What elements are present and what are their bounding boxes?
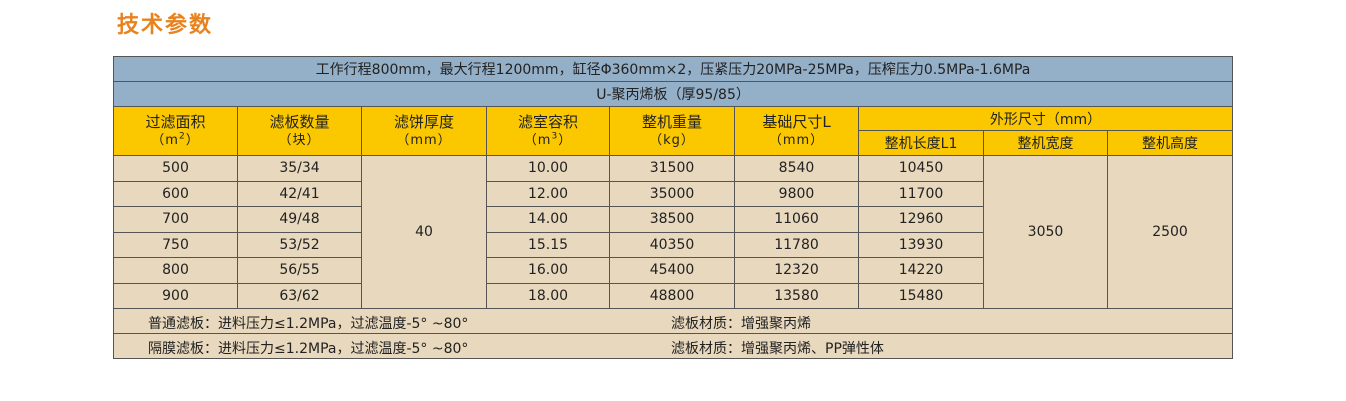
banner-row-2: U-聚丙烯板（厚95/85） [112,81,1234,107]
cell-area: 900 [113,282,238,309]
cell-plates: 35/34 [237,155,362,182]
header-machine-width: 整机宽度 [983,130,1108,156]
cell-plates: 42/41 [237,180,362,207]
table-row: 800 56/55 16.00 45400 12320 14220 [113,257,1233,284]
cell-weight: 31500 [609,155,735,182]
header-base-size: 基础尺寸L （mm） [734,106,859,156]
cell-width: 3050 [983,155,1108,309]
table-row: 750 53/52 15.15 40350 11780 13930 [113,231,1233,258]
note-row-standard-plate: 普通滤板：进料压力≤1.2MPa，过滤温度-5° ~80° 滤板材质：增强聚丙烯 [112,308,1234,334]
cell-base: 8540 [734,155,859,182]
table-row: 900 63/62 18.00 48800 13580 15480 [113,282,1233,309]
cell-weight: 48800 [609,282,735,309]
banner-row-1: 工作行程800mm，最大行程1200mm，缸径Φ360mm×2，压紧压力20MP… [112,56,1234,82]
cell-thickness: 40 [361,155,487,309]
header-machine-height: 整机高度 [1106,130,1234,156]
cell-base: 13580 [734,282,859,309]
header-machine-weight: 整机重量 （kg） [609,106,735,156]
cell-base: 11780 [734,231,859,258]
cell-weight: 38500 [609,206,735,233]
cell-plates: 53/52 [237,231,362,258]
note-membrane-conditions: 隔膜滤板：进料压力≤1.2MPa，过滤温度-5° ~80° [148,341,469,357]
note-row-membrane-plate: 隔膜滤板：进料压力≤1.2MPa，过滤温度-5° ~80° 滤板材质：增强聚丙烯… [112,333,1234,359]
cell-base: 12320 [734,257,859,284]
header-cake-thickness: 滤饼厚度 （mm） [361,106,487,156]
cell-volume: 18.00 [486,282,610,309]
cell-volume: 14.00 [486,206,610,233]
cell-weight: 40350 [609,231,735,258]
cell-length: 11700 [858,180,984,207]
cell-volume: 12.00 [486,180,610,207]
cell-height: 2500 [1106,155,1234,309]
cell-area: 800 [113,257,238,284]
table-row: 500 35/34 40 10.00 31500 8540 10450 3050… [113,155,1234,309]
cell-area: 700 [113,206,238,233]
header-chamber-volume: 滤室容积 （m3） [486,106,610,156]
cell-area: 750 [113,231,238,258]
cell-length: 12960 [858,206,984,233]
cell-weight: 35000 [609,180,735,207]
cell-base: 9800 [734,180,859,207]
cell-weight: 45400 [609,257,735,284]
header-row-2: 整机长度L1 整机宽度 整机高度 [114,130,1234,156]
cell-plates: 63/62 [237,282,362,309]
section-heading: 技术参数 [117,13,214,38]
cell-length: 13930 [858,231,984,258]
cell-base: 11060 [734,206,859,233]
table-row: 600 42/41 12.00 35000 9800 11700 [113,180,1233,207]
table-row: 700 49/48 14.00 38500 11060 12960 [113,206,1233,233]
cell-area: 500 [113,155,238,182]
note-standard-material: 滤板材质：增强聚丙烯 [671,316,811,332]
cell-plates: 56/55 [237,257,362,284]
header-plate-count: 滤板数量 （块） [237,106,362,156]
cell-plates: 49/48 [237,206,362,233]
cell-volume: 10.00 [486,155,610,182]
header-machine-length: 整机长度L1 [858,130,984,156]
banner-spec-text: 工作行程800mm，最大行程1200mm，缸径Φ360mm×2，压紧压力20MP… [112,56,1234,82]
cell-length: 14220 [858,257,984,284]
cell-volume: 15.15 [486,231,610,258]
note-standard-conditions: 普通滤板：进料压力≤1.2MPa，过滤温度-5° ~80° [148,316,469,332]
cell-length: 10450 [858,155,984,182]
banner-material-text: U-聚丙烯板（厚95/85） [112,81,1234,107]
cell-length: 15480 [858,282,984,309]
header-row-1: 过滤面积 （m2） 滤板数量 （块） 滤饼厚度 （mm） 滤室容积 （m3） 整… [113,106,1234,156]
header-filter-area: 过滤面积 （m2） [113,106,238,156]
cell-volume: 16.00 [486,257,610,284]
spec-table: 工作行程800mm，最大行程1200mm，缸径Φ360mm×2，压紧压力20MP… [112,56,1234,359]
note-membrane-material: 滤板材质：增强聚丙烯、PP弹性体 [671,341,884,357]
header-outer-dimensions: 外形尺寸（mm） [857,106,1234,131]
cell-area: 600 [113,180,238,207]
